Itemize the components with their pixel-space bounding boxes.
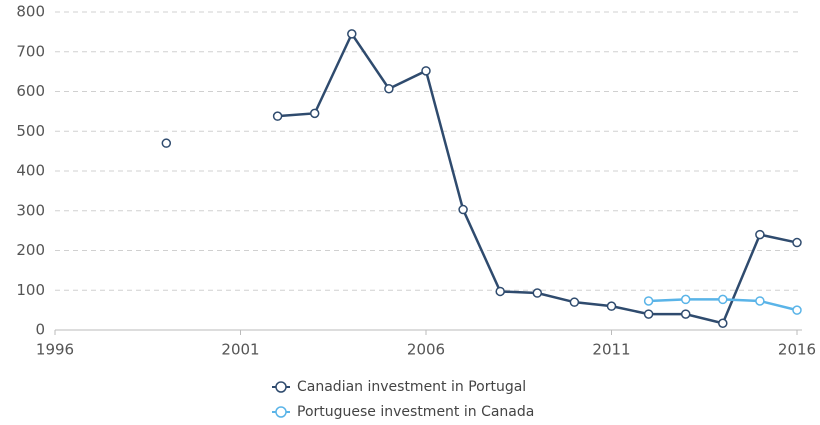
x-tick-label: 1996 — [36, 341, 74, 359]
data-point — [606, 301, 617, 311]
data-point — [569, 297, 580, 307]
y-tick-label: 400 — [16, 162, 45, 180]
data-point — [718, 294, 728, 305]
legend-label: Canadian investment in Portugal — [297, 379, 526, 395]
x-tick-label: 2001 — [221, 341, 259, 359]
x-tick-label: 2016 — [778, 341, 816, 359]
legend-marker — [275, 406, 287, 418]
y-tick-label: 800 — [16, 3, 45, 21]
data-point — [384, 83, 394, 94]
data-point — [272, 111, 283, 121]
x-tick-label: 2006 — [407, 341, 445, 359]
data-point — [680, 294, 691, 305]
data-point — [643, 296, 654, 306]
x-tick-label: 2011 — [592, 341, 630, 359]
series-line — [277, 31, 798, 325]
data-point — [458, 204, 468, 215]
data-point — [792, 237, 802, 248]
y-tick-label: 300 — [16, 201, 45, 219]
data-point — [643, 309, 654, 319]
y-tick-label: 200 — [16, 241, 45, 259]
y-tick-label: 100 — [16, 281, 45, 299]
data-point — [309, 108, 320, 119]
data-point — [532, 288, 543, 298]
legend-label: Portuguese investment in Canada — [297, 404, 534, 420]
data-point — [792, 305, 802, 315]
data-point — [347, 29, 357, 39]
data-point — [161, 138, 172, 148]
y-tick-label: 700 — [16, 42, 45, 60]
y-tick-label: 500 — [16, 122, 45, 140]
data-point — [680, 309, 691, 319]
data-point — [495, 286, 505, 297]
data-point — [718, 318, 728, 328]
data-point — [755, 229, 765, 240]
legend-marker — [275, 381, 287, 393]
y-tick-label: 0 — [35, 321, 45, 339]
data-point — [421, 66, 431, 76]
y-tick-label: 600 — [16, 82, 45, 100]
data-point — [755, 296, 765, 306]
